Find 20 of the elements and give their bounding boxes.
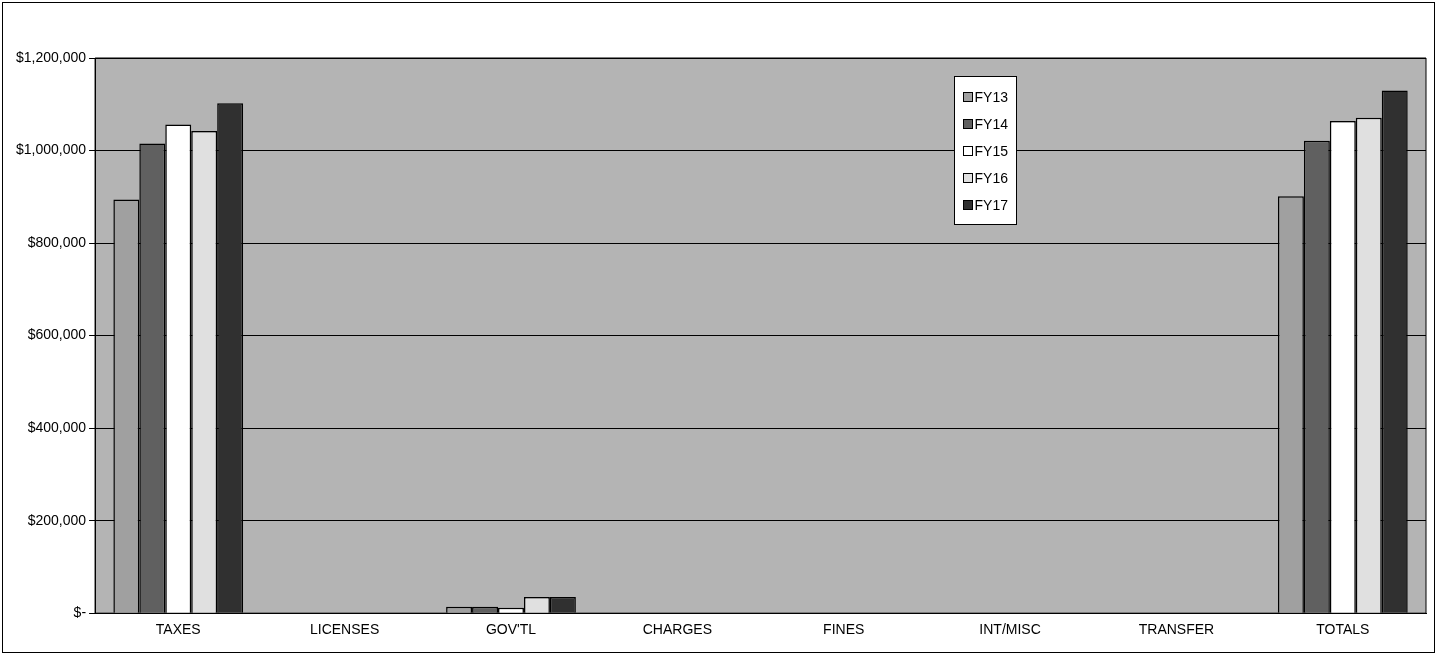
- x-tick-label: CHARGES: [642, 621, 712, 638]
- legend-label: FY14: [973, 114, 1008, 134]
- x-tick-label: TRANSFER: [1138, 621, 1215, 638]
- x-tick-label: GOV'TL: [485, 621, 537, 638]
- x-tick-label: FINES: [823, 621, 865, 638]
- legend-label: FY13: [973, 87, 1008, 107]
- y-tick-label: $600,000: [27, 326, 87, 343]
- y-tick-label: $200,000: [27, 511, 87, 528]
- x-tick-label: INT/MISC: [979, 621, 1041, 638]
- y-tick-label: $800,000: [27, 233, 87, 250]
- y-tick-label: $-: [73, 604, 87, 621]
- x-tick-label: TAXES: [155, 621, 201, 638]
- x-tick-label: TOTALS: [1316, 621, 1370, 638]
- legend-label: FY16: [973, 168, 1008, 188]
- x-tick-label: LICENSES: [309, 621, 380, 638]
- legend-label: FY15: [973, 141, 1008, 161]
- y-tick-label: $1,200,000: [15, 48, 87, 65]
- legend-label: FY17: [973, 195, 1008, 215]
- y-tick-label: $400,000: [27, 418, 87, 435]
- y-tick-label: $1,000,000: [15, 141, 87, 158]
